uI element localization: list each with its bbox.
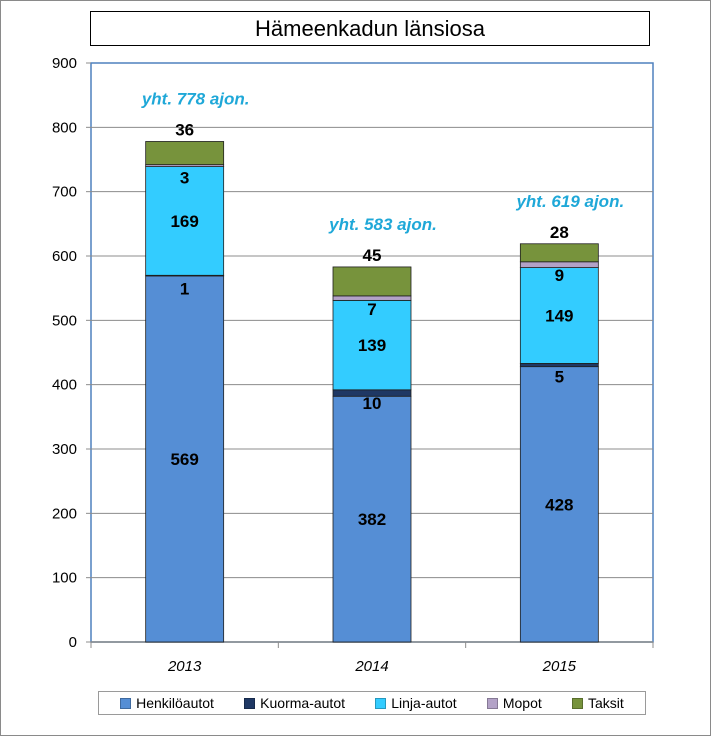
legend-label: Henkilöautot: [136, 695, 214, 711]
legend-swatch: [572, 697, 584, 709]
x-tick-label: 2013: [167, 658, 202, 675]
bar-segment: [519, 267, 599, 364]
legend-item: Kuorma-autot: [244, 695, 345, 711]
x-tick-label: 2014: [354, 658, 388, 675]
bar-segment: [519, 243, 599, 263]
data-label: 149: [545, 307, 573, 326]
y-tick-label: 300: [52, 441, 77, 458]
y-tick-label: 600: [52, 248, 77, 265]
legend-swatch: [244, 697, 256, 709]
data-label: 9: [555, 266, 564, 285]
chart-title: Hämeenkadun länsiosa: [255, 15, 485, 41]
legend-item: Taksit: [572, 695, 624, 711]
x-tick-label: 2015: [542, 658, 577, 675]
data-label: 1: [180, 279, 189, 298]
bar-segment: [519, 363, 599, 368]
y-tick-label: 400: [52, 377, 77, 394]
legend-label: Mopot: [502, 695, 542, 711]
data-label: 45: [363, 246, 382, 265]
data-label: 569: [170, 450, 198, 469]
data-label: 5: [555, 367, 564, 386]
total-label: yht. 778 ajon.: [141, 89, 250, 108]
y-tick-label: 700: [52, 184, 77, 201]
bar-segment: [332, 266, 412, 297]
legend-item: Mopot: [486, 695, 542, 711]
data-label: 139: [358, 336, 386, 355]
bar-segment: [519, 366, 599, 643]
total-label: yht. 619 ajon.: [515, 192, 624, 211]
bar-segment: [145, 166, 225, 276]
data-label: 7: [367, 300, 376, 319]
legend-swatch: [120, 697, 132, 709]
data-label: 36: [175, 120, 194, 139]
chart-title-box: Hämeenkadun länsiosa: [90, 11, 650, 46]
legend-label: Kuorma-autot: [260, 695, 345, 711]
bar-segment: [145, 275, 225, 643]
legend-label: Linja-autot: [391, 695, 457, 711]
y-tick-label: 900: [52, 55, 77, 72]
legend-label: Taksit: [588, 695, 624, 711]
y-tick-label: 800: [52, 119, 77, 136]
y-tick-label: 200: [52, 505, 77, 522]
data-label: 382: [358, 510, 386, 529]
legend-item: Linja-autot: [375, 695, 457, 711]
data-label: 3: [180, 169, 189, 188]
data-label: 28: [550, 223, 569, 242]
y-tick-label: 0: [69, 634, 77, 651]
bar-segment: [332, 395, 412, 643]
data-label: 428: [545, 495, 573, 514]
legend: Henkilöautot Kuorma-autot Linja-autot Mopot…: [98, 691, 646, 715]
data-label: 169: [170, 212, 198, 231]
legend-item: Henkilöautot: [120, 695, 214, 711]
data-label: 10: [363, 394, 382, 413]
y-tick-label: 100: [52, 570, 77, 587]
legend-swatch: [486, 697, 498, 709]
bar-segment: [145, 141, 225, 166]
y-tick-label: 500: [52, 312, 77, 329]
legend-swatch: [375, 697, 387, 709]
total-label: yht. 583 ajon.: [328, 215, 437, 234]
